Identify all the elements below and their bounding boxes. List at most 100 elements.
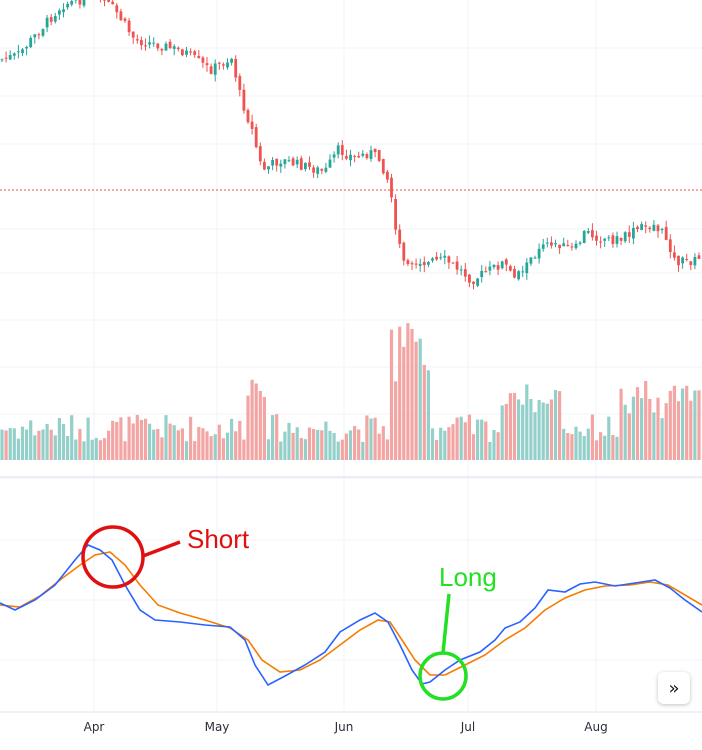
candle-body (144, 45, 147, 46)
volume-bar (636, 387, 639, 460)
candle-body (263, 162, 266, 170)
candle-body (292, 158, 295, 165)
candle-body (431, 258, 434, 260)
candle-body (115, 5, 118, 12)
candle-body (632, 228, 635, 238)
candle-body (657, 225, 660, 231)
candle-body (165, 44, 168, 51)
volume-bar (615, 437, 618, 460)
candle-body (337, 145, 340, 154)
volume-bar (640, 398, 643, 460)
candle-body (394, 199, 397, 230)
volume-bar (628, 413, 631, 460)
volume-bar (177, 430, 180, 460)
volume-bar (423, 365, 426, 460)
volume-bar (492, 430, 495, 460)
candle-body (427, 262, 430, 265)
volume-bar (132, 423, 135, 460)
volume-bar (644, 381, 647, 460)
candle-body (173, 46, 176, 49)
candle-body (333, 154, 336, 157)
volume-bar (374, 418, 377, 460)
volume-bar (328, 431, 331, 460)
candle-body (484, 271, 487, 272)
volume-bar (542, 402, 545, 460)
candle-body (193, 51, 196, 55)
volume-bar (148, 424, 151, 460)
candle-body (308, 162, 311, 167)
x-tick-aug: Aug (584, 720, 607, 734)
candle-body (234, 59, 237, 78)
candle-body (296, 160, 299, 165)
candle-body (177, 48, 180, 49)
candle-body (603, 239, 606, 241)
scroll-to-latest-button[interactable]: » (658, 672, 690, 704)
volume-bar (394, 381, 397, 460)
volume-bar (529, 399, 532, 460)
candle-body (575, 244, 578, 248)
volume-bar (669, 391, 672, 460)
candle-body (58, 10, 61, 14)
volume-bar (115, 422, 118, 460)
volume-bar (624, 405, 627, 460)
volume-bar (119, 417, 122, 460)
candle-body (435, 257, 438, 260)
volume-bar (550, 399, 553, 460)
volume-bar (238, 421, 241, 460)
candle-body (456, 262, 459, 270)
volume-bar (460, 417, 463, 460)
volume-bar (210, 436, 213, 460)
volume-bar (181, 428, 184, 460)
volume-bar (169, 424, 172, 460)
volume-bar (9, 428, 12, 460)
volume-bar (632, 397, 635, 460)
volume-bar (17, 439, 20, 460)
candle-body (304, 163, 307, 169)
volume-bar (246, 396, 249, 460)
candle-body (197, 56, 200, 58)
volume-bar (685, 386, 688, 460)
candle-body (489, 267, 492, 271)
candle-body (111, 2, 114, 5)
candle-body (681, 257, 684, 263)
candle-body (107, 0, 110, 2)
candle-body (320, 169, 323, 171)
candle-body (501, 261, 504, 268)
candle-body (17, 51, 20, 52)
short-pointer (143, 542, 180, 556)
volume-bar (58, 418, 61, 460)
volume-bar (279, 441, 282, 460)
volume-bar (697, 390, 700, 460)
volume-bar (484, 421, 487, 460)
candle-body (374, 149, 377, 152)
volume-bar (451, 424, 454, 460)
volume-bar (82, 441, 85, 460)
volume-bar (230, 419, 233, 460)
candle-body (480, 271, 483, 277)
volume-bar (312, 429, 315, 460)
volume-bar (689, 401, 692, 460)
candle-body (353, 156, 356, 157)
candle-body (230, 59, 233, 63)
volume-bar (214, 434, 217, 460)
volume-bar (693, 390, 696, 460)
candle-body (419, 264, 422, 266)
volume-bar (480, 420, 483, 460)
volume-bar (185, 441, 188, 460)
candle-body (673, 252, 676, 257)
volume-bar (558, 391, 561, 460)
long-pointer (443, 594, 449, 653)
candle-body (390, 178, 393, 198)
fast-line (0, 545, 702, 685)
volume-bar (275, 414, 278, 460)
candle-body (181, 49, 184, 55)
candle-body (13, 53, 16, 55)
volume-bar (513, 393, 516, 460)
volume-bar (251, 380, 254, 460)
volume-bar (29, 420, 32, 460)
volume-bar (189, 417, 192, 460)
candle-body (70, 1, 73, 5)
volume-bar (74, 439, 77, 460)
